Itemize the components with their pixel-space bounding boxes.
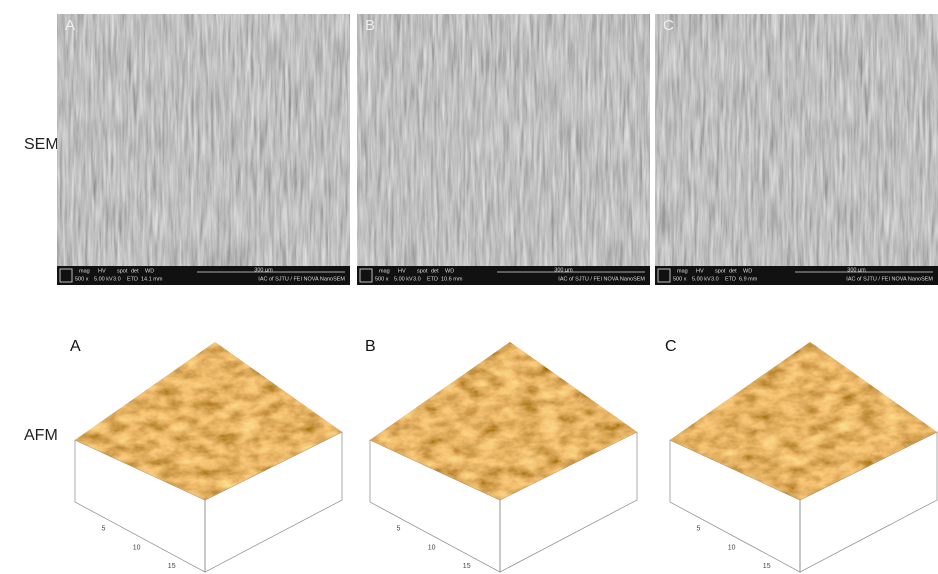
info-value: 3.0 <box>711 276 719 282</box>
info-header: HV <box>696 268 704 274</box>
info-header: spot <box>417 268 428 274</box>
sem-image <box>655 14 938 285</box>
panel-label: A <box>65 17 75 34</box>
info-header: WD <box>145 268 154 274</box>
info-value: ETD <box>725 276 736 282</box>
info-value: 5.00 kV <box>692 276 711 282</box>
info-header: WD <box>445 268 454 274</box>
info-value: 500 x <box>75 276 89 282</box>
info-header: det <box>729 268 737 274</box>
info-header: mag <box>677 268 688 274</box>
figure: SEM AFM Amag 500 x HV 5.00 kV spot 3.0 det ETD W… <box>0 0 938 574</box>
info-value: 5.00 kV <box>94 276 113 282</box>
afm-surface <box>370 342 637 500</box>
footer: IAC of SJTU / FEI NOVA NanoSEM <box>846 276 933 282</box>
info-header: spot <box>117 268 128 274</box>
footer: IAC of SJTU / FEI NOVA NanoSEM <box>258 276 345 282</box>
info-header: HV <box>98 268 106 274</box>
axis-tick-label: 10 <box>133 544 141 551</box>
afm-surface <box>670 342 937 500</box>
info-header: spot <box>715 268 726 274</box>
sem-image <box>357 14 650 285</box>
info-value: 3.0 <box>113 276 121 282</box>
scale-label: 300 µm <box>847 267 866 273</box>
panel-label: A <box>70 338 81 355</box>
info-header: det <box>131 268 139 274</box>
row-label: AFM <box>24 427 58 444</box>
info-value: 14.1 mm <box>141 276 163 282</box>
axis-tick-label: 15 <box>463 563 471 570</box>
page: SEM AFM Amag 500 x HV 5.00 kV spot 3.0 det ETD W… <box>0 0 938 574</box>
panel-label: C <box>663 17 674 34</box>
panel-label: B <box>365 338 376 355</box>
axis-tick-label: 15 <box>763 563 771 570</box>
info-header: mag <box>79 268 90 274</box>
sem-image <box>57 14 350 285</box>
axis-tick-label: 5 <box>101 525 105 532</box>
row-label: SEM <box>24 136 59 153</box>
info-value: ETD <box>427 276 438 282</box>
info-header: det <box>431 268 439 274</box>
info-header: mag <box>379 268 390 274</box>
info-value: 3.0 <box>413 276 421 282</box>
axis-tick-label: 10 <box>728 544 736 551</box>
scale-label: 300 µm <box>554 267 573 273</box>
info-value: 500 x <box>375 276 389 282</box>
axis-tick-label: 15 <box>168 563 176 570</box>
afm-surface <box>75 342 342 500</box>
info-value: 6.9 mm <box>739 276 758 282</box>
info-value: ETD <box>127 276 138 282</box>
info-value: 5.00 kV <box>394 276 413 282</box>
axis-tick-label: 5 <box>396 525 400 532</box>
info-value: 10.6 mm <box>441 276 463 282</box>
panel-label: C <box>665 338 677 355</box>
axis-tick-label: 5 <box>696 525 700 532</box>
info-header: WD <box>743 268 752 274</box>
info-value: 500 x <box>673 276 687 282</box>
axis-tick-label: 10 <box>428 544 436 551</box>
scale-label: 300 µm <box>254 267 273 273</box>
info-header: HV <box>398 268 406 274</box>
footer: IAC of SJTU / FEI NOVA NanoSEM <box>558 276 645 282</box>
panel-label: B <box>365 17 375 34</box>
